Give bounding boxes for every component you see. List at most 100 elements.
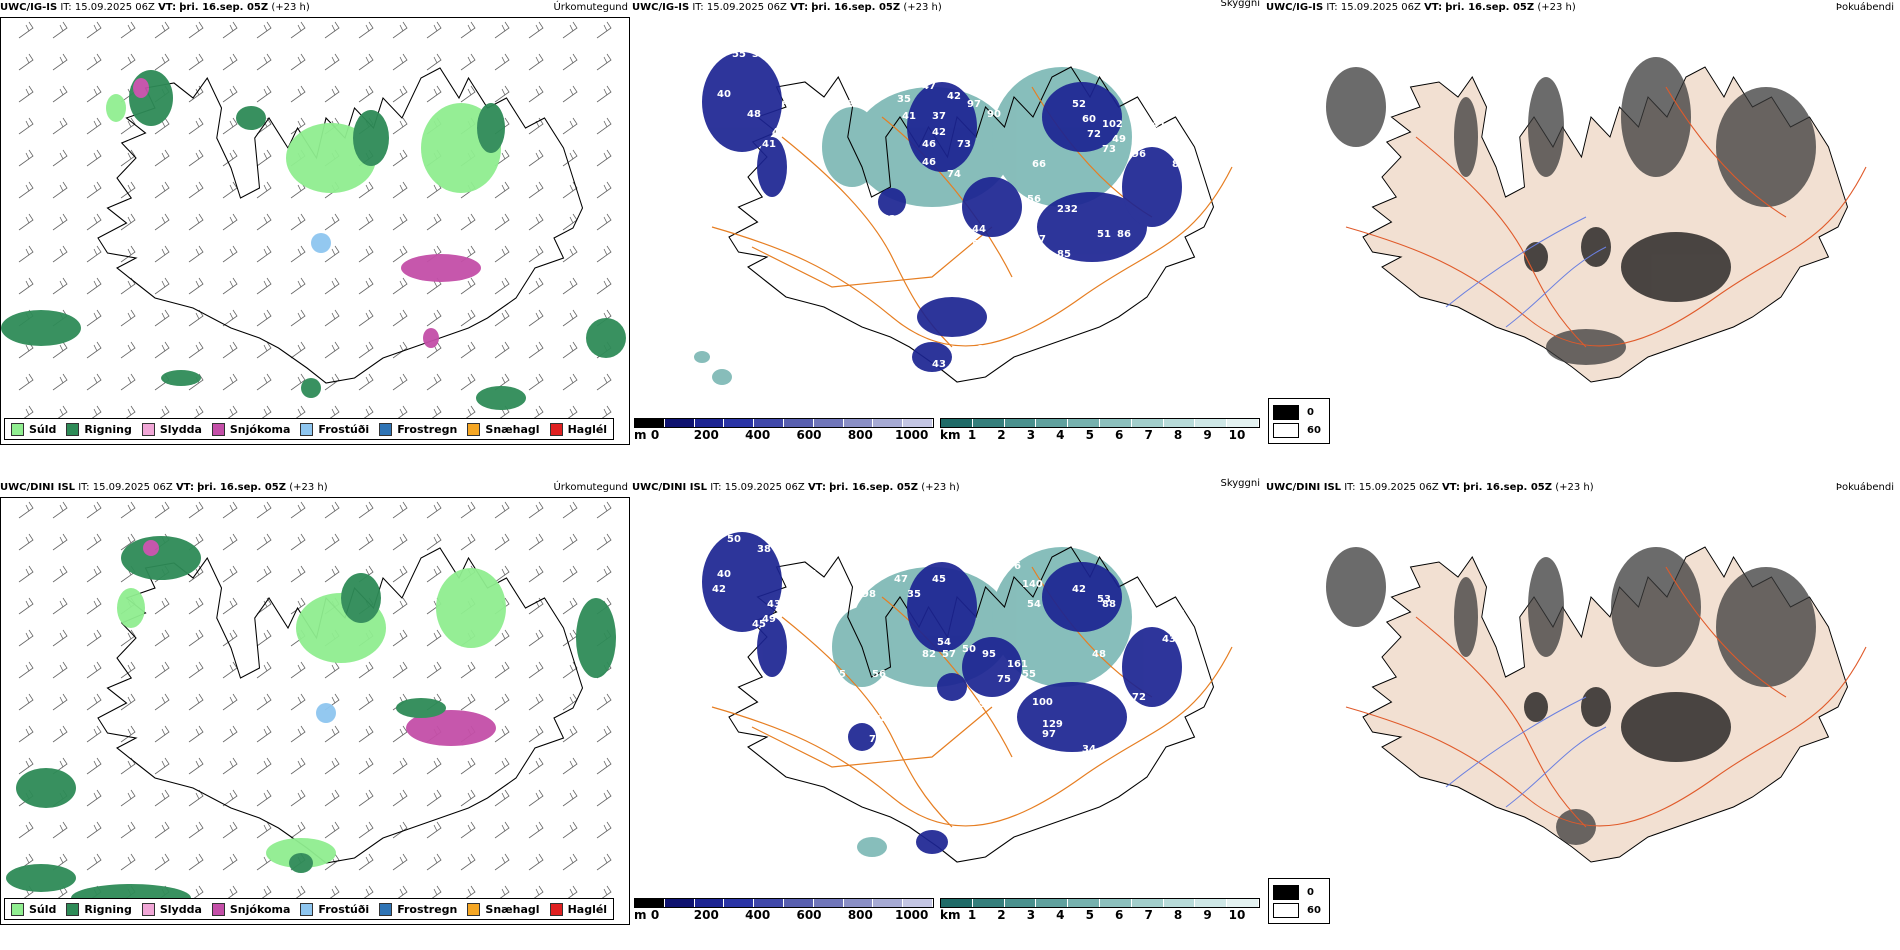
wind-barbs (18, 21, 612, 423)
legend-item: Rigning (66, 422, 132, 436)
road-network (1345, 566, 1867, 828)
wind-barb (528, 757, 544, 775)
cloud-base-label: 88 (1102, 599, 1116, 610)
cloud-base-label: 43 (767, 599, 781, 610)
wind-barb (120, 725, 136, 743)
colorbar-ticks: 0 200 400 600 800 1000 (634, 428, 934, 442)
wind-barb (188, 341, 204, 359)
wind-barb (494, 789, 510, 807)
legend-item: Rigning (66, 902, 132, 916)
legend-swatch (11, 902, 24, 916)
colorbar-segment (1099, 899, 1132, 907)
colorbar-segment (783, 419, 814, 427)
colorbar-tick: 1000 (894, 908, 929, 922)
lead-time: (+23 h) (289, 482, 328, 493)
wind-barb (528, 661, 544, 679)
cloud-base-label: 49 (1112, 134, 1126, 145)
wind-barb (154, 181, 170, 199)
wind-barb (52, 213, 68, 231)
cloud-base-label: 48 (747, 109, 761, 120)
cloud-base-label: 140 (1022, 579, 1043, 590)
legend-swatch (379, 902, 393, 916)
wind-barb (528, 245, 544, 263)
cloud-base-label: 31 (927, 389, 941, 400)
colorbar-tick: 800 (847, 908, 873, 922)
wind-barb (460, 821, 476, 839)
wind-barb (120, 181, 136, 199)
wind-barb (426, 853, 442, 871)
legend-swatch (300, 422, 314, 436)
cloud-map-svg: 5038404247434945476592651098473545761405… (702, 532, 1233, 895)
legend-swatch (467, 902, 481, 916)
wind-barb (188, 501, 204, 519)
vt-value: þri. 16.sep. 05Z (1463, 482, 1552, 493)
wind-barb (188, 725, 204, 743)
cloud-base-label: 42 (1072, 584, 1086, 595)
wind-barb (426, 21, 442, 39)
cloud-base-label: 74 (947, 169, 961, 180)
colorbar-segment (1131, 899, 1164, 907)
wind-barb (222, 213, 238, 231)
colorbar-unit: km (940, 908, 961, 922)
visibility-colorbar: 1 2 3 4 5 6 7 8 9 10 km (940, 418, 1260, 444)
wind-barb (596, 501, 612, 519)
wind-barb (154, 213, 170, 231)
it-label: IT: (1344, 482, 1356, 493)
wind-barb (256, 757, 272, 775)
cloud-base-label: 97 (967, 99, 981, 110)
wind-barb (222, 277, 238, 295)
wind-barb (392, 373, 408, 391)
wind-barb (52, 373, 68, 391)
wind-barb (392, 117, 408, 135)
lead-time: (+23 h) (271, 2, 310, 13)
wind-barb (52, 661, 68, 679)
wind-barb (324, 661, 340, 679)
rivers (1445, 696, 1607, 808)
wind-barb (86, 725, 102, 743)
wind-barb (52, 181, 68, 199)
cloud-base-label: 83 (977, 344, 991, 355)
cloud-base-label: 102 (1022, 249, 1043, 260)
colorbar-tick: 6 (1115, 908, 1124, 922)
wind-barb (52, 85, 68, 103)
wind-barb (86, 309, 102, 327)
wind-barb (528, 149, 544, 167)
cloud-base-label: 48 (1092, 649, 1106, 660)
cloud-base-label: 72 (1132, 692, 1146, 703)
wind-barb (596, 85, 612, 103)
wind-barb (256, 661, 272, 679)
wind-barb (154, 501, 170, 519)
panel-header: UWC/IG-IS IT: 15.09.2025 06Z VT: þri. 16… (1266, 0, 1896, 16)
cloud-base-label: 35 (897, 94, 911, 105)
wind-barb (358, 533, 374, 551)
wind-barb (562, 565, 578, 583)
wind-barb (154, 789, 170, 807)
legend-swatch (211, 902, 225, 916)
wind-barb (324, 821, 340, 839)
colorbar-segment (694, 419, 725, 427)
wind-barb (392, 821, 408, 839)
cloud-base-label: 90 (987, 109, 1001, 120)
wind-barb (256, 693, 272, 711)
wind-barb (154, 149, 170, 167)
wind-barb (358, 725, 374, 743)
wind-barb (392, 629, 408, 647)
wind-barb (290, 85, 306, 103)
wind-barb (596, 213, 612, 231)
wind-barb (154, 277, 170, 295)
wind-barb (494, 853, 510, 871)
cloud-base-label: 10 (862, 571, 876, 582)
wind-barb (52, 501, 68, 519)
cloud-base-label: 51 (1097, 229, 1111, 240)
wind-barb (290, 245, 306, 263)
cloud-base-label: 49 (762, 614, 776, 625)
cloud-base-label: 52 (1072, 99, 1086, 110)
cloud-base-label: 53 (1097, 594, 1111, 605)
wind-barb (392, 853, 408, 871)
wind-barb (256, 181, 272, 199)
wind-barb (358, 693, 374, 711)
wind-barb (358, 213, 374, 231)
it-value: 15.09.2025 06Z (1340, 2, 1421, 13)
wind-barb (18, 661, 34, 679)
